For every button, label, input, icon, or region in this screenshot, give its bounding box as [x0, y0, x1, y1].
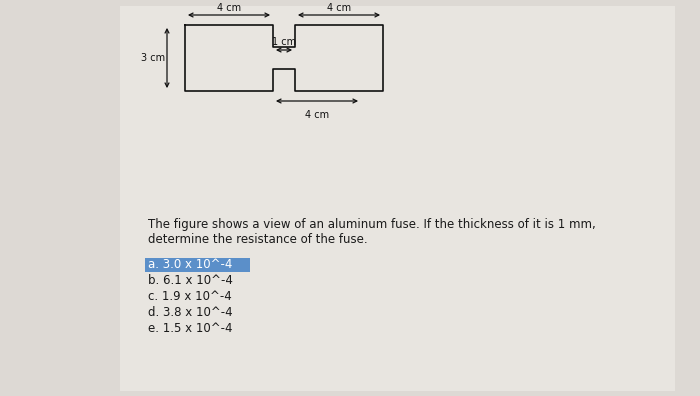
Text: 4 cm: 4 cm — [327, 3, 351, 13]
Text: The figure shows a view of an aluminum fuse. If the thickness of it is 1 mm,: The figure shows a view of an aluminum f… — [148, 218, 596, 231]
Text: 1 cm: 1 cm — [272, 37, 296, 47]
Text: determine the resistance of the fuse.: determine the resistance of the fuse. — [148, 233, 368, 246]
Text: 4 cm: 4 cm — [305, 110, 329, 120]
Text: a. 3.0 x 10^-4: a. 3.0 x 10^-4 — [148, 257, 232, 270]
FancyBboxPatch shape — [120, 6, 675, 391]
Text: b. 6.1 x 10^-4: b. 6.1 x 10^-4 — [148, 274, 233, 286]
Text: c. 1.9 x 10^-4: c. 1.9 x 10^-4 — [148, 289, 232, 303]
Text: e. 1.5 x 10^-4: e. 1.5 x 10^-4 — [148, 322, 232, 335]
Text: 4 cm: 4 cm — [217, 3, 241, 13]
Text: 3 cm: 3 cm — [141, 53, 165, 63]
Text: d. 3.8 x 10^-4: d. 3.8 x 10^-4 — [148, 305, 232, 318]
Bar — [145, 258, 250, 272]
